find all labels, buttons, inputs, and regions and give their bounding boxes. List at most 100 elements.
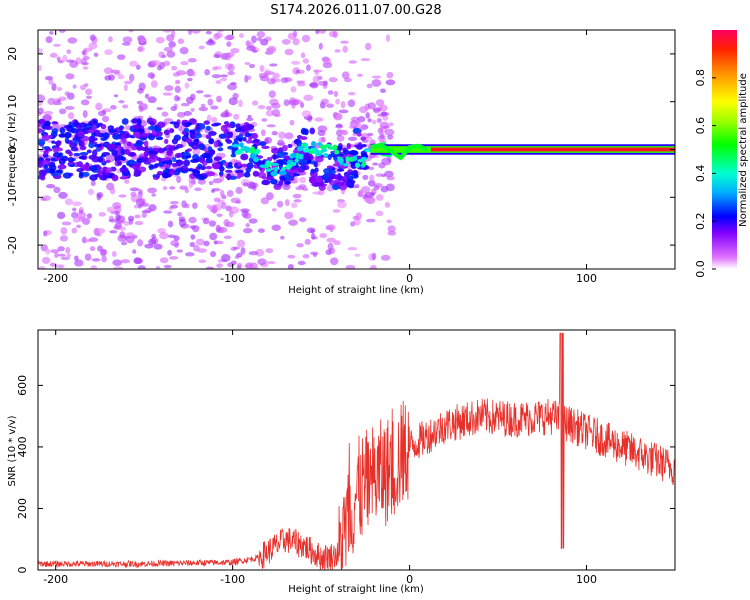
band-point [78, 171, 84, 176]
scatter-point [261, 118, 268, 122]
scatter-point [272, 72, 280, 79]
band-point [105, 167, 113, 173]
scatter-point [274, 113, 281, 118]
scatter-point [169, 186, 176, 190]
band-point [62, 172, 72, 179]
band-point [271, 147, 280, 154]
band-point [245, 167, 252, 173]
scatter-point [129, 187, 140, 192]
y-tick-label: 10 [6, 95, 19, 109]
scatter-point [367, 118, 372, 123]
track-point [259, 164, 267, 168]
band-point [215, 163, 221, 168]
scatter-point [192, 147, 201, 156]
band-point [131, 118, 140, 124]
scatter-point [314, 117, 324, 122]
band-point [126, 141, 132, 147]
scatter-point [211, 74, 222, 79]
scatter-point [298, 184, 307, 189]
band-point [227, 145, 235, 150]
x-tick-label: 0 [406, 272, 413, 285]
scatter-point [56, 264, 65, 269]
scatter-point [190, 234, 196, 240]
scatter-point [187, 57, 197, 63]
scatter-point [209, 232, 218, 241]
scatter-point [72, 84, 77, 89]
band-point [323, 167, 332, 175]
scatter-point [60, 227, 68, 235]
band-point [57, 164, 67, 170]
scatter-point [158, 61, 166, 70]
x-tick-label: 100 [576, 573, 597, 586]
scatter-point [139, 37, 145, 44]
scatter-point [372, 162, 379, 166]
scatter-point [265, 248, 274, 254]
scatter-point [354, 183, 360, 189]
band-point [240, 153, 249, 161]
track-point [327, 146, 336, 150]
scatter-point [156, 107, 163, 111]
band-point [43, 150, 49, 156]
band-point [217, 147, 224, 152]
band-point [163, 157, 172, 161]
band-point [315, 155, 324, 163]
scatter-point [299, 176, 307, 184]
scatter-point [333, 90, 339, 98]
scatter-point [335, 113, 343, 120]
scatter-point [168, 256, 179, 260]
scatter-point [386, 219, 392, 224]
band-point [163, 129, 170, 136]
scatter-point [71, 227, 78, 234]
scatter-point [49, 262, 57, 267]
band-point [88, 165, 98, 172]
scatter-point [170, 204, 179, 209]
scatter-point [287, 254, 296, 259]
scatter-point [44, 76, 54, 81]
band-point [289, 170, 295, 177]
scatter-point [271, 102, 281, 109]
scatter-point [268, 90, 276, 99]
scatter-point [57, 59, 64, 64]
band-point [39, 174, 46, 181]
track-point [343, 163, 349, 167]
scatter-point [327, 90, 334, 95]
scatter-point [153, 243, 163, 250]
scatter-point [108, 36, 113, 43]
band-point [333, 154, 338, 161]
scatter-point [264, 136, 273, 144]
colorbar-tick-label: 0.6 [694, 117, 707, 135]
scatter-point [259, 64, 265, 72]
band-point [44, 125, 53, 130]
band-point [73, 119, 78, 127]
scatter-point [355, 121, 361, 128]
scatter-point [243, 182, 249, 187]
band-point [186, 148, 192, 152]
track-point [310, 141, 317, 147]
scatter-point [72, 201, 82, 207]
band-point [69, 163, 76, 168]
scatter-point [366, 83, 373, 89]
scatter-point [227, 83, 238, 91]
scatter-point [211, 187, 221, 192]
band-point [59, 127, 66, 135]
scatter-point [71, 211, 79, 219]
scatter-point [38, 94, 46, 103]
band-point [261, 145, 270, 149]
band-point [313, 162, 318, 168]
track-point [296, 146, 304, 152]
band-point [273, 185, 282, 191]
scatter-point [371, 79, 382, 87]
scatter-point [257, 258, 267, 266]
scatter-point [255, 248, 265, 257]
scatter-point [306, 227, 316, 234]
scatter-point [271, 130, 278, 136]
scatter-point [208, 180, 214, 186]
scatter-point [321, 136, 326, 143]
scatter-point [123, 84, 129, 92]
band-point [352, 169, 358, 174]
band-point [270, 178, 276, 183]
scatter-point [113, 266, 124, 269]
band-point [65, 149, 72, 155]
band-point [173, 121, 180, 129]
scatter-point [213, 197, 221, 203]
